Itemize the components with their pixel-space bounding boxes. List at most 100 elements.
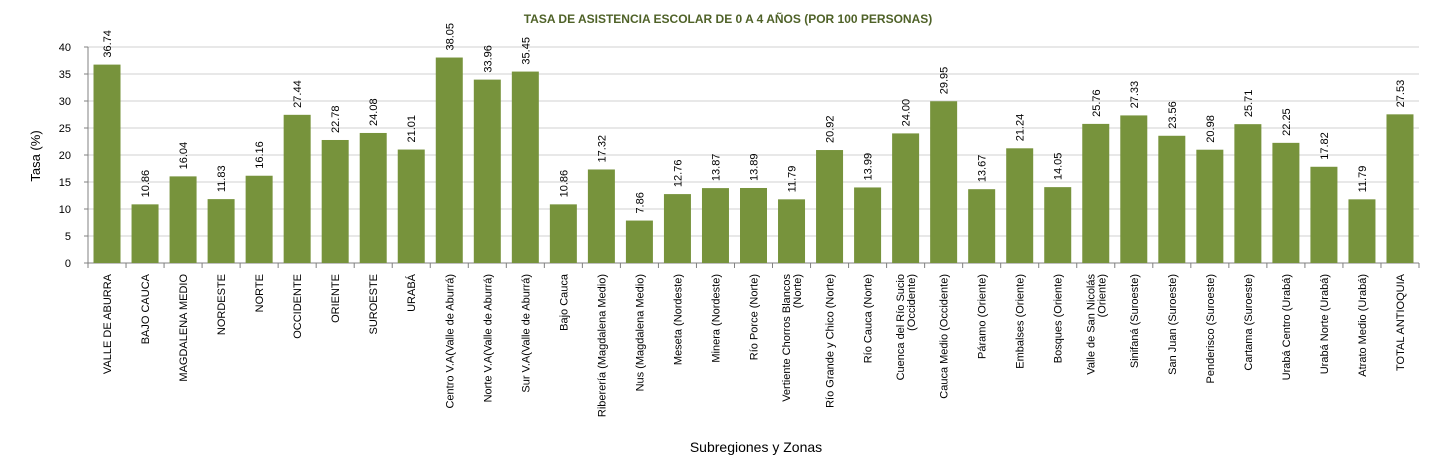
x-tick-label: Nus (Magdalena Medio) <box>634 274 646 391</box>
bar <box>701 188 729 263</box>
chart-title: TASA DE ASISTENCIA ESCOLAR DE 0 A 4 AÑOS… <box>524 11 933 26</box>
bar <box>1044 187 1072 263</box>
bar <box>663 194 691 263</box>
x-tick-labels: VALLE DE ABURRA BAJO CAUCA MAGDALENA MEDIO… <box>102 273 1407 417</box>
bar <box>892 133 920 263</box>
x-tick-label: Centro V.A(Valle de Aburrá) <box>444 274 456 409</box>
data-label: 7.86 <box>634 192 646 213</box>
x-tick-label: Urabá Centro (Urabá) <box>1281 274 1293 380</box>
bar <box>1082 123 1110 263</box>
data-label: 22.78 <box>330 105 342 133</box>
data-label: 10.86 <box>140 170 152 198</box>
x-tick-label: Atrato Medio (Urabá) <box>1357 274 1369 377</box>
data-label: 24.08 <box>368 98 380 126</box>
bar <box>625 220 653 263</box>
data-label: 13.67 <box>977 155 989 183</box>
bar <box>1196 149 1224 263</box>
bar <box>283 114 311 263</box>
data-label: 35.45 <box>520 37 532 65</box>
data-label: 13.87 <box>710 154 722 182</box>
x-tick-label: BAJO CAUCA <box>140 273 152 344</box>
bar <box>207 199 235 263</box>
x-tick-label: Río Cauca (Norte) <box>863 274 875 363</box>
data-label: 25.76 <box>1091 89 1103 117</box>
bar <box>511 71 539 263</box>
bar <box>778 199 806 263</box>
bar <box>854 187 882 263</box>
data-label: 17.82 <box>1319 132 1331 160</box>
bars <box>93 57 1414 264</box>
x-tick-label: NORDESTE <box>216 274 228 335</box>
x-tick-label: Sur V.A(Valle de Aburrá) <box>520 274 532 393</box>
bar <box>587 169 615 263</box>
x-tick-label: VALLE DE ABURRA <box>102 273 114 374</box>
data-label: 27.33 <box>1129 81 1141 109</box>
x-tick-label: Bosques (Oriente) <box>1053 274 1065 363</box>
x-tick-label: Vertiente Chorros Blancos <box>781 274 793 402</box>
data-label: 21.01 <box>406 115 418 143</box>
y-tick-label: 40 <box>59 42 71 54</box>
data-label: 25.71 <box>1243 90 1255 118</box>
data-label: 16.04 <box>178 142 190 170</box>
data-label: 23.56 <box>1167 101 1179 129</box>
data-label: 11.79 <box>787 166 799 193</box>
data-label: 33.96 <box>482 45 494 73</box>
bar <box>1386 114 1414 263</box>
x-tick-label: SUROESTE <box>368 274 380 335</box>
bar <box>1006 148 1034 263</box>
data-label: 38.05 <box>444 23 456 51</box>
data-label: 27.53 <box>1395 80 1407 108</box>
data-label: 14.05 <box>1053 153 1065 181</box>
x-tick-label: Cartama (Suroeste) <box>1243 274 1255 371</box>
y-tick-label: 20 <box>59 150 71 162</box>
bar <box>245 175 273 263</box>
data-label: 12.76 <box>672 160 684 188</box>
x-axis-title: Subregiones y Zonas <box>690 439 822 455</box>
data-label: 22.25 <box>1281 108 1293 136</box>
x-tick-label: Urabá Norte (Urabá) <box>1319 274 1331 374</box>
data-label: 20.92 <box>825 116 837 144</box>
bar <box>435 57 463 263</box>
y-tick-label: 35 <box>59 69 71 81</box>
y-tick-label: 25 <box>59 123 71 135</box>
x-tick-label: Río Grande y Chico (Norte) <box>825 274 837 408</box>
x-tick-label: MAGDALENA MEDIO <box>178 274 190 382</box>
value-labels: 36.74 10.86 16.04 11.83 16.16 27.44 22.78 24.08… <box>102 23 1407 214</box>
x-tick-label: NORTE <box>254 274 266 312</box>
x-tick-label: Embalses (Oriente) <box>1015 274 1027 369</box>
x-tick-label: OCCIDENTE <box>292 274 304 339</box>
y-tick-label: 0 <box>65 258 71 270</box>
x-tick-label: Meseta (Nordeste) <box>672 274 684 365</box>
data-label: 10.86 <box>558 170 570 198</box>
x-tick-label: Riberería (Magdalena Medio) <box>596 274 608 417</box>
bar <box>1158 135 1186 263</box>
x-tick-label: San Juan (Suroeste) <box>1167 274 1179 375</box>
bar <box>1348 199 1376 263</box>
bar <box>968 189 996 263</box>
x-tick-label: (Oriente) <box>1096 274 1108 317</box>
x-tick-label: ORIENTE <box>330 274 342 323</box>
bar <box>1234 124 1262 263</box>
x-tick-label: Cauca Medio (Occidente) <box>939 274 951 399</box>
x-tick-label: Cuenca del Río Sucio <box>895 274 907 380</box>
data-label: 21.24 <box>1015 114 1027 142</box>
y-tick-label: 10 <box>59 204 71 216</box>
x-tick-label: Páramo (Oriente) <box>977 274 989 359</box>
x-tick-label: Sinifaná (Suroeste) <box>1129 274 1141 368</box>
x-tick-label: Bajo Cauca <box>558 273 570 331</box>
x-tick-label: Norte V.A(Valle de Aburrá) <box>482 274 494 402</box>
y-tick-label: 15 <box>59 177 71 189</box>
y-tick-labels: 0 5 10 15 20 25 30 35 40 <box>59 42 71 270</box>
bar <box>321 139 349 263</box>
x-tick-label: Minera (Nordeste) <box>710 274 722 363</box>
bar <box>1310 166 1338 263</box>
data-label: 13.89 <box>749 153 761 181</box>
x-tick-label: URABÁ <box>405 273 418 312</box>
bar <box>131 204 159 263</box>
bar <box>473 79 501 263</box>
bar <box>169 176 197 263</box>
data-label: 13.99 <box>863 153 875 181</box>
bar <box>397 149 425 263</box>
